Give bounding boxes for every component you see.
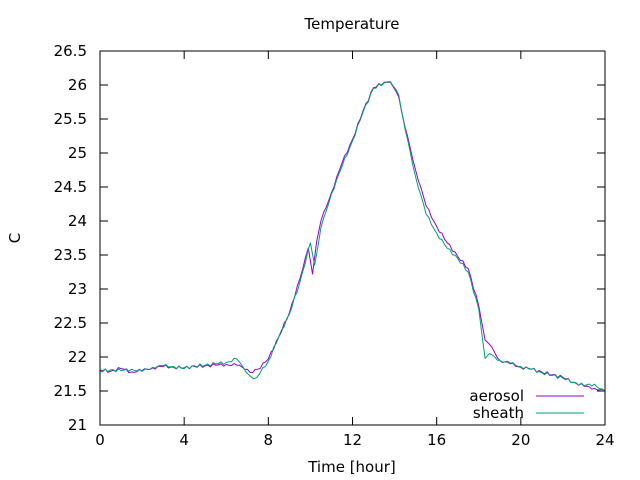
plot-frame xyxy=(99,50,606,426)
y-tick-label: 23 xyxy=(68,280,87,298)
y-tick-label: 22 xyxy=(68,348,87,366)
y-tick-label: 25.5 xyxy=(54,110,87,128)
chart-title: Temperature xyxy=(303,15,399,33)
y-tick-label: 21.5 xyxy=(54,382,87,400)
legend-label-sheath: sheath xyxy=(473,404,524,422)
plot-series xyxy=(99,81,606,393)
series-line-aerosol xyxy=(99,81,606,392)
y-tick-label: 26 xyxy=(68,76,87,94)
y-tick-label: 25 xyxy=(68,144,87,162)
x-tick-label: 12 xyxy=(343,431,362,449)
x-axis-ticks: 0 4 8 12 16 20 24 xyxy=(95,51,615,449)
x-tick-label: 8 xyxy=(264,431,274,449)
y-tick-label: 22.5 xyxy=(54,314,87,332)
y-tick-label: 24 xyxy=(68,212,87,230)
y-tick-label: 26.5 xyxy=(54,42,87,60)
legend-label-aerosol: aerosol xyxy=(469,387,524,405)
y-axis-label: C xyxy=(6,233,24,243)
x-tick-label: 20 xyxy=(511,431,530,449)
x-tick-label: 16 xyxy=(427,431,446,449)
y-tick-label: 21 xyxy=(68,416,87,434)
x-tick-label: 4 xyxy=(179,431,189,449)
y-tick-label: 24.5 xyxy=(54,178,87,196)
x-tick-label: 24 xyxy=(595,431,614,449)
series-line-sheath xyxy=(99,81,606,393)
x-axis-label: Time [hour] xyxy=(307,458,396,476)
y-axis-ticks: 21 21.5 22 22.5 23 23.5 24 24.5 25 25.5 26 26.5 xyxy=(54,42,605,434)
y-tick-label: 23.5 xyxy=(54,246,87,264)
x-tick-label: 0 xyxy=(95,431,105,449)
